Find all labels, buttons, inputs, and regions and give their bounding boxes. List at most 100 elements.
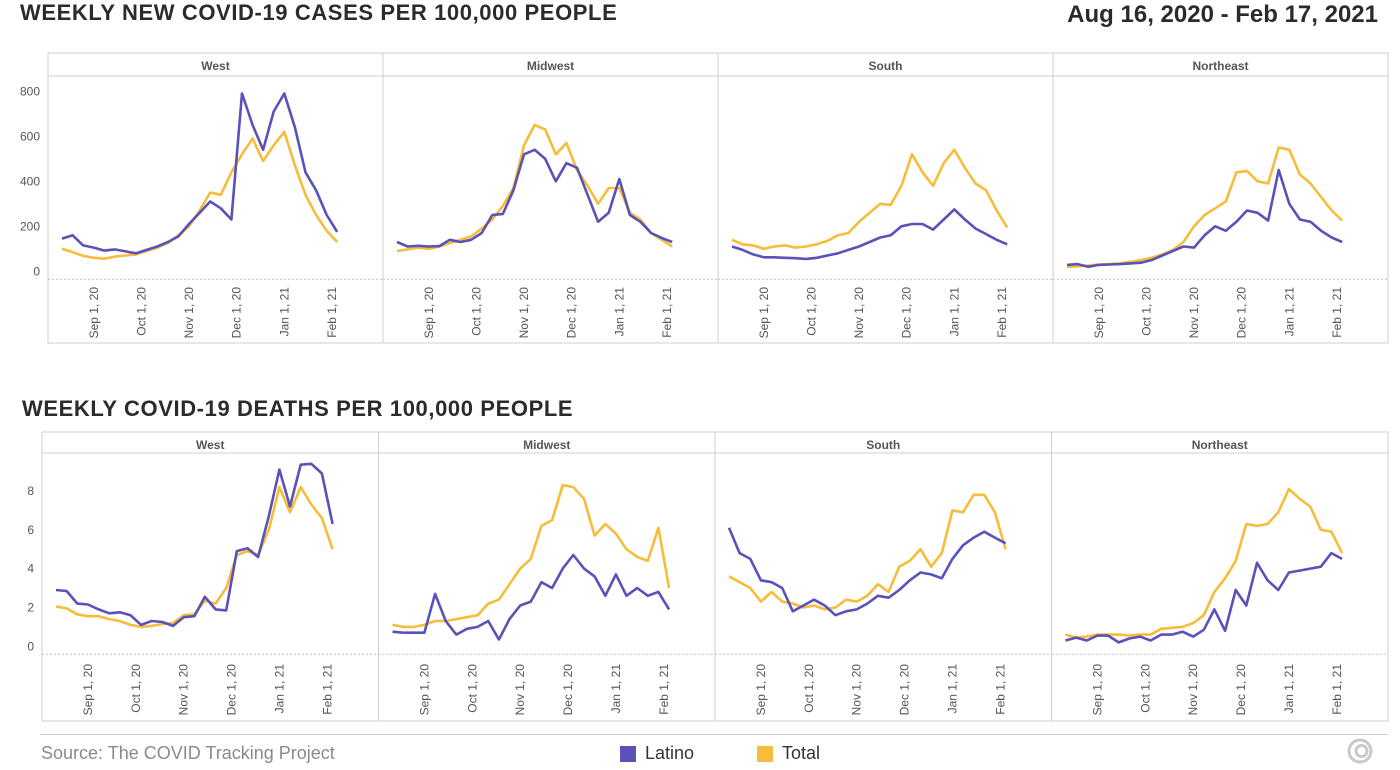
x-tick-label: Feb 1, 21	[325, 287, 339, 338]
x-tick-label: Feb 1, 21	[660, 287, 674, 338]
x-tick-label: Dec 1, 20	[225, 664, 239, 716]
x-tick-label: Dec 1, 20	[898, 664, 912, 716]
x-tick-label: Jan 1, 21	[947, 287, 961, 337]
y-tick-label: 8	[27, 484, 34, 498]
y-tick-label: 0	[33, 264, 40, 278]
series-line-latino	[396, 148, 673, 248]
series-line-total	[1065, 487, 1344, 639]
covid-tracking-logo-icon	[1347, 738, 1373, 764]
cases-chart: West 0 200 400 600 800 Sep 1, 20 Oct 1, 20 Nov 1…	[20, 52, 1389, 344]
x-tick-label: Feb 1, 21	[1330, 664, 1344, 715]
x-tick-label: Sep 1, 20	[87, 287, 101, 339]
cases-panel-west: West 0 200 400 600 800 Sep 1, 20 Oct 1, 20 Nov 1…	[20, 52, 384, 344]
deaths-chart-title: WEEKLY COVID-19 DEATHS PER 100,000 PEOPL…	[22, 396, 574, 421]
cases-panel-south: South Sep 1, 20 Oct 1, 20 Nov 1, 20 Dec 1, 2…	[717, 52, 1054, 344]
x-tick-label: Dec 1, 20	[1234, 664, 1248, 716]
deaths-chart: West 0 2 4 6 8 Sep 1, 20 Oct 1, 20 Nov 1, 20 Dec …	[27, 431, 1389, 722]
series-line-total	[55, 485, 334, 629]
x-tick-label: Jan 1, 21	[1282, 664, 1296, 714]
x-tick-label: Feb 1, 21	[657, 664, 671, 715]
series-line-latino	[727, 527, 1007, 617]
legend-label-total: Total	[782, 743, 821, 763]
x-tick-label: Nov 1, 20	[182, 287, 196, 339]
panel-title: Northeast	[1192, 438, 1248, 452]
x-tick-label: Jan 1, 21	[277, 287, 291, 337]
y-tick-label: 0	[27, 639, 34, 653]
panel-frame	[1051, 431, 1389, 722]
x-tick-label: Sep 1, 20	[1090, 664, 1104, 716]
x-tick-label: Oct 1, 20	[802, 664, 816, 713]
legend-swatch-latino	[620, 745, 636, 762]
series-line-total	[392, 483, 671, 629]
x-tick-label: Jan 1, 21	[1282, 287, 1296, 337]
x-tick-label: Oct 1, 20	[804, 287, 818, 336]
series-line-total	[731, 148, 1009, 251]
source-note: Source: The COVID Tracking Project	[41, 743, 335, 763]
y-tick-label: 4	[27, 562, 34, 576]
x-tick-label: Nov 1, 20	[177, 664, 191, 716]
date-range: Aug 16, 2020 - Feb 17, 2021	[1067, 1, 1378, 28]
x-tick-label: Sep 1, 20	[422, 287, 436, 339]
deaths-panel-northeast: Northeast Sep 1, 20 Oct 1, 20 Nov 1, 20 Dec …	[1051, 431, 1389, 722]
x-tick-label: Oct 1, 20	[129, 664, 143, 713]
series-line-latino	[1065, 551, 1343, 644]
y-tick-label: 400	[20, 174, 40, 188]
panel-title: Midwest	[527, 59, 574, 73]
y-tick-label: 600	[20, 129, 40, 143]
panel-title: South	[866, 438, 900, 452]
legend-label-latino: Latino	[645, 743, 695, 763]
x-tick-label: Oct 1, 20	[465, 664, 479, 713]
x-tick-label: Feb 1, 21	[995, 287, 1009, 338]
series-line-total	[728, 493, 1007, 611]
x-tick-label: Nov 1, 20	[517, 287, 531, 339]
legend-item-total: Total	[757, 743, 820, 764]
x-tick-label: Oct 1, 20	[1138, 664, 1152, 713]
y-tick-label: 6	[27, 523, 34, 537]
x-tick-label: Sep 1, 20	[754, 664, 768, 716]
series-line-latino	[731, 208, 1008, 261]
panel-title: West	[201, 59, 229, 73]
legend-item-latino: Latino	[620, 743, 694, 764]
deaths-panel-south: South Sep 1, 20 Oct 1, 20 Nov 1, 20 Dec 1, 2…	[714, 431, 1052, 722]
series-line-latino	[55, 462, 334, 628]
cases-panel-midwest: Midwest Sep 1, 20 Oct 1, 20 Nov 1, 20 Dec 1,…	[382, 52, 719, 344]
x-tick-label: Feb 1, 21	[1330, 287, 1344, 338]
x-tick-label: Dec 1, 20	[900, 287, 914, 339]
x-tick-label: Dec 1, 20	[1235, 287, 1249, 339]
panel-title: South	[869, 59, 903, 73]
x-tick-label: Nov 1, 20	[1186, 664, 1200, 716]
x-tick-label: Jan 1, 21	[945, 664, 959, 714]
x-tick-label: Nov 1, 20	[513, 664, 527, 716]
x-tick-label: Dec 1, 20	[230, 287, 244, 339]
cases-panel-northeast: Northeast Sep 1, 20 Oct 1, 20 Nov 1, 20 Dec …	[1052, 52, 1389, 344]
panel-title: West	[196, 438, 224, 452]
x-tick-label: Nov 1, 20	[1187, 287, 1201, 339]
footer-divider	[40, 734, 1388, 735]
x-tick-label: Jan 1, 21	[272, 664, 286, 714]
x-tick-label: Sep 1, 20	[1092, 287, 1106, 339]
x-tick-label: Nov 1, 20	[850, 664, 864, 716]
x-tick-label: Jan 1, 21	[612, 287, 626, 337]
y-tick-label: 2	[27, 600, 34, 614]
x-tick-label: Oct 1, 20	[134, 287, 148, 336]
panel-frame	[1052, 52, 1389, 344]
series-line-total	[396, 123, 673, 253]
series-line-total	[61, 130, 339, 260]
series-line-latino	[392, 553, 671, 641]
cases-chart-title: WEEKLY NEW COVID-19 CASES PER 100,000 PE…	[20, 0, 618, 25]
x-tick-label: Sep 1, 20	[757, 287, 771, 339]
y-tick-label: 800	[20, 84, 40, 98]
panel-title: Northeast	[1192, 59, 1248, 73]
series-line-latino	[61, 92, 339, 255]
x-tick-label: Dec 1, 20	[565, 287, 579, 339]
x-tick-label: Sep 1, 20	[417, 664, 431, 716]
deaths-panel-west: West 0 2 4 6 8 Sep 1, 20 Oct 1, 20 Nov 1, 20 Dec …	[27, 431, 379, 722]
x-tick-label: Feb 1, 21	[320, 664, 334, 715]
y-tick-label: 200	[20, 219, 40, 233]
series-line-latino	[1066, 168, 1343, 269]
x-tick-label: Feb 1, 21	[993, 664, 1007, 715]
series-line-total	[1066, 146, 1344, 269]
x-tick-label: Jan 1, 21	[609, 664, 623, 714]
x-tick-label: Nov 1, 20	[852, 287, 866, 339]
x-tick-label: Oct 1, 20	[469, 287, 483, 336]
